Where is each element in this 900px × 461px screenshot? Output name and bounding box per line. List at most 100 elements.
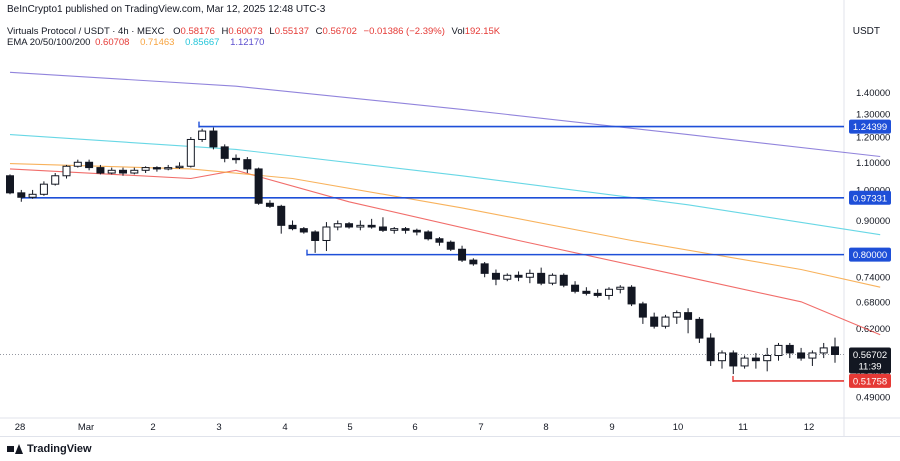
- open-value: 0.58176: [180, 26, 215, 37]
- candle-down[interactable]: [6, 175, 14, 194]
- candle-up[interactable]: [717, 352, 726, 362]
- symbol-legend: Virtuals Protocol / USDT · 4h · MEXC O0.…: [7, 26, 500, 37]
- candle-down[interactable]: [277, 205, 286, 226]
- candle-down[interactable]: [684, 312, 693, 320]
- candle-down[interactable]: [514, 274, 523, 278]
- candle-down[interactable]: [435, 238, 444, 243]
- candle-down[interactable]: [119, 169, 128, 174]
- level-label: 0.97331: [853, 193, 887, 204]
- y-tick-label: 0.49000: [856, 392, 890, 403]
- candle-up[interactable]: [808, 352, 817, 359]
- candle-down[interactable]: [254, 168, 263, 204]
- level-badge: [849, 190, 891, 205]
- candle-down[interactable]: [650, 316, 659, 327]
- candle-up[interactable]: [774, 344, 783, 357]
- candle-up[interactable]: [164, 167, 173, 170]
- candle-down[interactable]: [299, 228, 308, 233]
- candle-down[interactable]: [220, 146, 229, 159]
- last-price-badge: [849, 347, 891, 374]
- candle-up[interactable]: [819, 347, 828, 354]
- ema20-line: [9, 168, 881, 336]
- candle-down[interactable]: [571, 284, 580, 292]
- candle-down[interactable]: [378, 226, 387, 231]
- candle-up[interactable]: [107, 169, 116, 174]
- candle-up[interactable]: [62, 165, 71, 177]
- candle-down[interactable]: [17, 192, 26, 198]
- candle-down[interactable]: [751, 357, 760, 362]
- open-label: O: [173, 26, 181, 37]
- candle-up[interactable]: [198, 130, 207, 140]
- candle-down[interactable]: [638, 303, 647, 318]
- candle-down[interactable]: [367, 224, 376, 228]
- candle-up[interactable]: [390, 228, 399, 231]
- candle-down[interactable]: [706, 337, 715, 362]
- candle-down[interactable]: [401, 228, 410, 231]
- candle-up[interactable]: [672, 312, 681, 318]
- candle-up[interactable]: [333, 223, 342, 228]
- symbol-title[interactable]: Virtuals Protocol / USDT · 4h · MEXC: [7, 26, 165, 37]
- candle-up[interactable]: [356, 224, 365, 228]
- candle-down[interactable]: [446, 241, 455, 250]
- y-tick-label: 1.30000: [856, 109, 890, 120]
- candle-up[interactable]: [661, 316, 670, 327]
- candle-down[interactable]: [797, 352, 806, 359]
- high-value: 0.60073: [228, 26, 263, 37]
- level-label: 0.51758: [853, 376, 887, 387]
- candle-down[interactable]: [209, 130, 218, 148]
- ema50-line: [9, 163, 881, 288]
- ema200-value: 1.12170: [230, 37, 265, 48]
- candle-down[interactable]: [152, 167, 161, 170]
- candle-down[interactable]: [537, 272, 546, 284]
- candle-down[interactable]: [785, 344, 794, 354]
- candle-up[interactable]: [616, 286, 625, 290]
- candle-down[interactable]: [345, 223, 354, 228]
- low-value: 0.55137: [274, 26, 310, 37]
- candle-up[interactable]: [503, 274, 512, 280]
- tradingview-logo-icon: [7, 444, 23, 454]
- candle-up[interactable]: [186, 138, 195, 167]
- candle-up[interactable]: [763, 355, 772, 362]
- candle-up[interactable]: [604, 288, 613, 296]
- candle-up[interactable]: [525, 272, 534, 278]
- candle-down[interactable]: [831, 346, 839, 355]
- candle-up[interactable]: [28, 193, 37, 198]
- candle-down[interactable]: [85, 161, 94, 169]
- candle-up[interactable]: [51, 175, 60, 185]
- candle-down[interactable]: [491, 272, 500, 280]
- price-chart[interactable]: 1.400001.300001.200001.100001.000000.900…: [0, 0, 900, 436]
- candle-down[interactable]: [243, 159, 252, 170]
- candle-down[interactable]: [627, 286, 636, 305]
- candle-up[interactable]: [740, 357, 749, 367]
- candle-down[interactable]: [458, 248, 467, 261]
- tradingview-logo[interactable]: TradingView: [7, 443, 92, 455]
- x-tick-label: Mar: [78, 422, 94, 433]
- ema200-line: [9, 71, 881, 158]
- candle-down[interactable]: [412, 229, 421, 233]
- candle-down[interactable]: [582, 290, 591, 294]
- candle-up[interactable]: [73, 161, 82, 167]
- candle-up[interactable]: [39, 183, 48, 195]
- candle-down[interactable]: [288, 224, 297, 230]
- candle-down[interactable]: [480, 263, 489, 274]
- candle-up[interactable]: [548, 274, 557, 284]
- candle-down[interactable]: [265, 202, 274, 207]
- candle-down[interactable]: [729, 352, 738, 367]
- y-tick-label: 0.68000: [856, 297, 890, 308]
- candle-down[interactable]: [559, 274, 568, 286]
- candle-up[interactable]: [141, 167, 150, 171]
- ema-label[interactable]: EMA 20/50/100/200: [7, 37, 91, 48]
- candle-down[interactable]: [232, 157, 241, 161]
- candle-down[interactable]: [593, 292, 602, 296]
- x-tick-label: 12: [804, 422, 815, 433]
- candle-up[interactable]: [175, 165, 184, 169]
- level-badge: [849, 373, 891, 388]
- change-value: −0.01386 (−2.39%): [363, 26, 445, 37]
- candle-down[interactable]: [96, 167, 105, 174]
- candle-down[interactable]: [424, 231, 433, 240]
- candle-down[interactable]: [469, 259, 478, 265]
- x-tick-label: 7: [478, 422, 483, 433]
- candle-up[interactable]: [130, 169, 139, 174]
- candle-down[interactable]: [695, 318, 704, 339]
- candle-up[interactable]: [322, 226, 331, 241]
- candle-down[interactable]: [311, 231, 320, 241]
